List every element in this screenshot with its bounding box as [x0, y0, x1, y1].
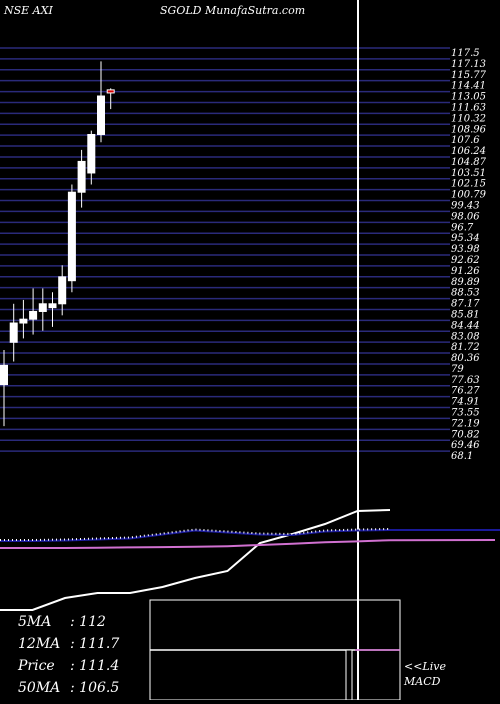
ma50-sep: :: [70, 680, 79, 696]
y-tick-label: 114.41: [451, 81, 486, 92]
candle-body: [1, 365, 8, 384]
symbol-label: NSE AXI: [4, 4, 53, 17]
y-tick-label: 81.72: [451, 342, 480, 353]
y-tick-label: 98.06: [451, 211, 480, 222]
candle-body: [88, 134, 95, 172]
live-label: <<Live: [404, 660, 446, 673]
y-tick-label: 68.1: [451, 451, 473, 462]
y-tick-label: 72.19: [451, 418, 480, 429]
y-tick-label: 95.34: [451, 233, 480, 244]
source-label: SGOLD MunafaSutra.com: [160, 4, 305, 17]
ma5-sep: :: [70, 614, 79, 630]
y-tick-label: 79: [451, 364, 464, 375]
y-tick-label: 70.82: [451, 429, 480, 440]
ma12-row: 12MA: 111.7: [18, 636, 119, 652]
candle-body: [39, 304, 46, 312]
y-tick-label: 87.17: [451, 299, 480, 310]
y-tick-label: 80.36: [451, 353, 480, 364]
macd-box-bar: [346, 650, 352, 700]
candle-body: [49, 304, 56, 308]
y-tick-label: 73.55: [451, 408, 480, 419]
y-tick-label: 84.44: [451, 320, 480, 331]
ma5-value: 112: [79, 614, 106, 630]
y-tick-label: 100.79: [451, 190, 487, 201]
y-tick-label: 110.32: [451, 113, 486, 124]
y-tick-label: 89.89: [451, 277, 480, 288]
ma50-label: 50MA: [18, 680, 70, 696]
candle-body: [20, 319, 27, 323]
y-tick-label: 74.91: [451, 397, 480, 408]
candle-last: [107, 90, 114, 93]
y-tick-label: 108.96: [451, 124, 487, 135]
y-tick-label: 103.51: [451, 168, 486, 179]
y-tick-label: 102.15: [451, 179, 486, 190]
y-tick-label: 93.98: [451, 244, 480, 255]
ma12-sep: :: [70, 636, 79, 652]
y-tick-label: 117.13: [451, 59, 486, 70]
ma50-row: 50MA: 106.5: [18, 680, 119, 696]
y-tick-label: 77.63: [451, 375, 480, 386]
price-value: 111.4: [79, 658, 119, 674]
candle-body: [68, 192, 75, 280]
ma50-value: 106.5: [79, 680, 119, 696]
ma12-label: 12MA: [18, 636, 70, 652]
price-row: Price: 111.4: [18, 658, 119, 674]
signal-line: [0, 530, 390, 541]
y-tick-label: 111.63: [451, 102, 486, 113]
candle-body: [59, 277, 66, 304]
y-tick-label: 96.7: [451, 222, 474, 233]
y-tick-label: 76.27: [451, 386, 480, 397]
macd-label: MACD: [404, 675, 440, 688]
y-tick-label: 83.08: [451, 331, 480, 342]
y-tick-label: 113.05: [451, 92, 486, 103]
y-tick-label: 117.5: [451, 48, 480, 59]
ma12-value: 111.7: [79, 636, 119, 652]
y-tick-label: 107.6: [451, 135, 480, 146]
y-tick-label: 85.81: [451, 309, 480, 320]
y-tick-label: 91.26: [451, 266, 480, 277]
candle-body: [98, 96, 105, 134]
price-sep: :: [70, 658, 79, 674]
candle-body: [30, 311, 37, 319]
y-tick-label: 92.62: [451, 255, 480, 266]
y-tick-label: 106.24: [451, 146, 486, 157]
y-tick-label: 69.46: [451, 440, 480, 451]
y-tick-label: 99.43: [451, 201, 480, 212]
ma5-label: 5MA: [18, 614, 70, 630]
candle-body: [78, 161, 85, 192]
macd-line: [0, 510, 390, 610]
y-tick-label: 115.77: [451, 70, 487, 81]
price-label: Price: [18, 658, 70, 674]
candle-body: [10, 323, 17, 342]
y-tick-label: 104.87: [451, 157, 487, 168]
ma5-row: 5MA: 112: [18, 614, 106, 630]
y-tick-label: 88.53: [451, 288, 480, 299]
